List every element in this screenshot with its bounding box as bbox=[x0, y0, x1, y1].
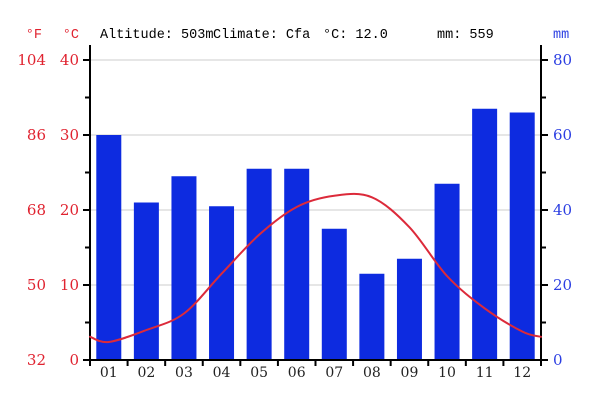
celsius-tick-label: 20 bbox=[60, 201, 79, 219]
precip-bar-11 bbox=[472, 108, 498, 360]
month-label: 10 bbox=[438, 365, 456, 381]
precip-bar-08 bbox=[359, 273, 385, 360]
mean-temperature-text: °C: 12.0 bbox=[323, 28, 388, 43]
fahrenheit-tick-label: 68 bbox=[27, 201, 46, 219]
celsius-tick-label: 30 bbox=[60, 126, 79, 144]
fahrenheit-tick-label: 32 bbox=[27, 351, 46, 369]
celsius-tick-label: 0 bbox=[69, 351, 79, 369]
month-label: 03 bbox=[175, 365, 193, 381]
altitude-text: Altitude: 503m bbox=[100, 28, 213, 43]
month-label: 05 bbox=[250, 365, 268, 381]
precip-bar-12 bbox=[509, 112, 535, 360]
celsius-tick-label: 10 bbox=[60, 276, 79, 294]
precip-bar-03 bbox=[171, 176, 197, 360]
millimeter-tick-label: 40 bbox=[553, 201, 572, 219]
fahrenheit-tick-label: 104 bbox=[17, 51, 46, 69]
celsius-axis-label: °C bbox=[63, 28, 79, 43]
plot-area: 104 40 80 86 30 60 68 20 40 50 10 20 32 0 0 01 02 03 04 05 0… bbox=[17, 45, 572, 381]
month-label: 01 bbox=[100, 365, 118, 381]
millimeter-tick-label: 0 bbox=[553, 351, 563, 369]
millimeter-tick-label: 60 bbox=[553, 126, 572, 144]
precip-bar-05 bbox=[246, 168, 272, 360]
celsius-tick-label: 40 bbox=[60, 51, 79, 69]
precip-bar-10 bbox=[434, 183, 460, 360]
temperature-line bbox=[89, 192, 542, 344]
fahrenheit-tick-label: 50 bbox=[27, 276, 46, 294]
millimeter-tick-label: 80 bbox=[553, 51, 572, 69]
fahrenheit-tick-label: 86 bbox=[27, 126, 46, 144]
month-label: 04 bbox=[213, 365, 231, 381]
month-label: 02 bbox=[137, 365, 155, 381]
climate-class-text: Climate: Cfa bbox=[213, 28, 310, 43]
month-label: 09 bbox=[401, 365, 419, 381]
precip-bar-02 bbox=[133, 202, 159, 360]
month-label: 07 bbox=[325, 365, 343, 381]
month-label: 08 bbox=[363, 365, 381, 381]
fahrenheit-axis-label: °F bbox=[26, 28, 42, 43]
precip-bar-01 bbox=[96, 135, 122, 360]
millimeter-tick-label: 20 bbox=[553, 276, 572, 294]
precip-bar-07 bbox=[321, 228, 347, 360]
month-label: 11 bbox=[476, 365, 494, 381]
precip-bar-09 bbox=[396, 258, 422, 360]
total-precipitation-text: mm: 559 bbox=[437, 28, 494, 43]
precip-bar-06 bbox=[284, 168, 310, 360]
month-label: 12 bbox=[513, 365, 531, 381]
month-label: 06 bbox=[288, 365, 306, 381]
millimeter-axis-label: mm bbox=[553, 28, 569, 43]
